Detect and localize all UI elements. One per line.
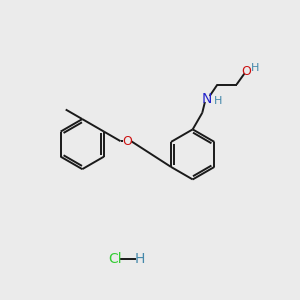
Text: O: O (122, 135, 132, 148)
Text: N: N (202, 92, 212, 106)
Text: O: O (241, 65, 251, 78)
Text: H: H (134, 252, 145, 266)
Text: H: H (213, 96, 222, 106)
Text: Cl: Cl (108, 252, 122, 266)
Text: H: H (251, 63, 260, 73)
